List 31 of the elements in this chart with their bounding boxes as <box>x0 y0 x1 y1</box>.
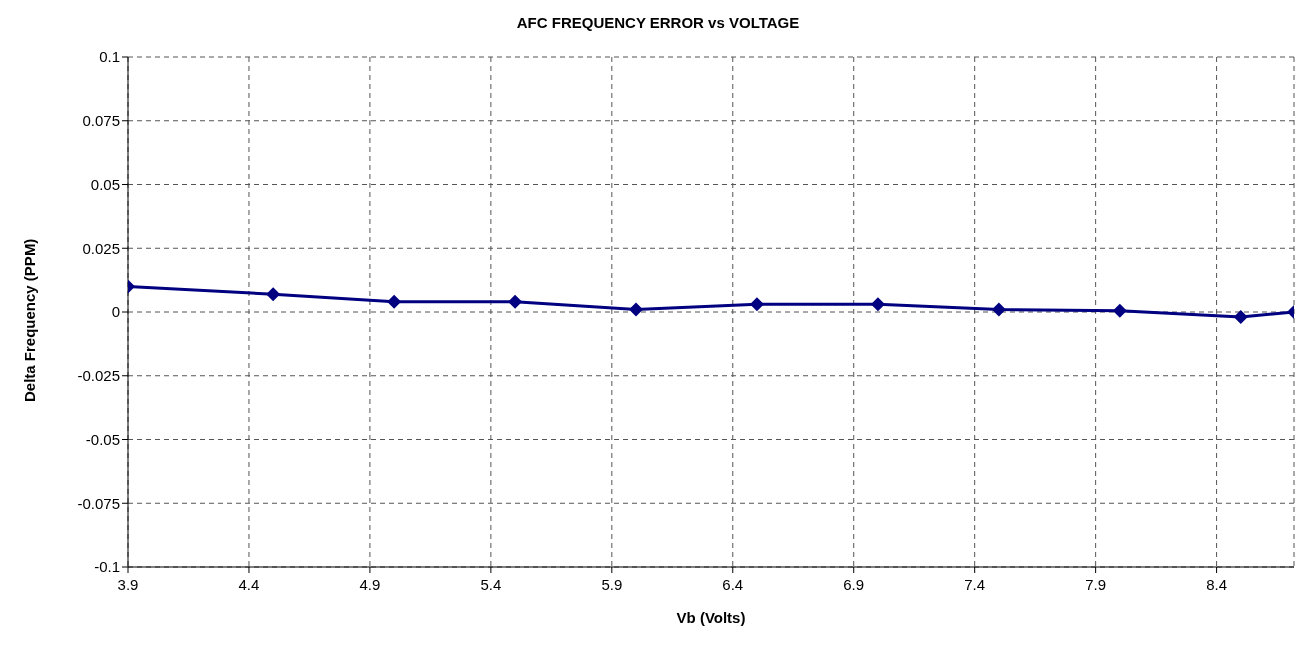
x-tick-label: 5.9 <box>601 575 623 593</box>
x-tick-label: 8.4 <box>1206 575 1228 593</box>
x-tick-label: 4.9 <box>359 575 381 593</box>
point <box>387 294 402 309</box>
y-tick-label: -0.1 <box>94 558 120 576</box>
x-tick-label: 6.9 <box>843 575 865 593</box>
x-tick-label: 7.4 <box>964 575 986 593</box>
x-tick-label: 5.4 <box>480 575 502 593</box>
y-tick-label: -0.075 <box>77 494 120 512</box>
point <box>991 302 1006 317</box>
x-tick-label: 3.9 <box>117 575 139 593</box>
point <box>508 294 523 309</box>
point <box>629 302 644 317</box>
y-tick-label: 0.025 <box>82 239 120 257</box>
y-tick-label: -0.025 <box>77 367 120 385</box>
point <box>266 287 281 302</box>
chart-title: AFC FREQUENCY ERROR vs VOLTAGE <box>515 14 801 31</box>
y-tick-label: 0.05 <box>90 175 120 193</box>
x-axis-title: Vb (Volts) <box>676 609 746 626</box>
y-axis-title: Delta Frequency (PPM) <box>21 238 39 402</box>
x-tick-label: 4.4 <box>238 575 260 593</box>
point <box>1233 310 1248 325</box>
y-tick-label: 0 <box>111 303 120 321</box>
y-tick-label: 0.1 <box>99 48 120 66</box>
x-tick-label: 7.9 <box>1085 575 1107 593</box>
point <box>870 297 885 312</box>
point <box>1112 303 1127 318</box>
y-tick-label: -0.05 <box>85 430 120 448</box>
point <box>749 297 764 312</box>
y-tick-label: 0.075 <box>82 112 120 130</box>
x-tick-label: 6.4 <box>722 575 744 593</box>
